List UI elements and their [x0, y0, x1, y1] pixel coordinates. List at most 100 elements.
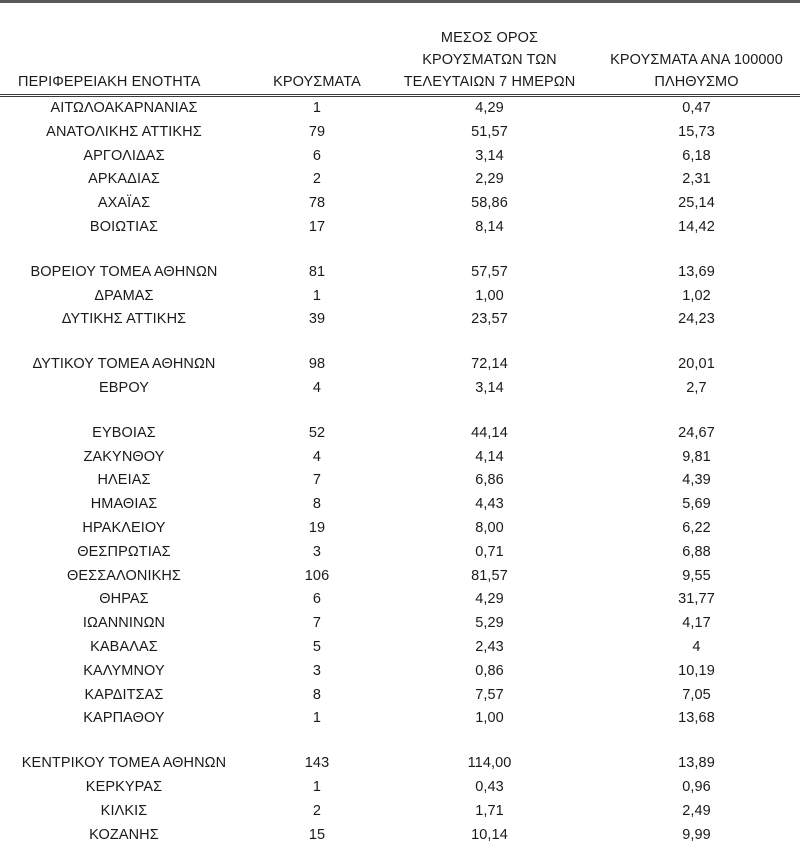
cell-cases: 2 — [248, 168, 386, 192]
cell-cases-per-100000: 20,01 — [593, 353, 800, 377]
cell-seven-day-average: 23,57 — [386, 308, 593, 332]
cell-cases: 1 — [248, 96, 386, 121]
cell-cases: 15 — [248, 824, 386, 847]
cell-cases-per-100000: 7,05 — [593, 684, 800, 708]
cell-regional-unit: ΔΡΑΜΑΣ — [0, 285, 248, 309]
table-spacer-row — [0, 332, 800, 353]
cell-regional-unit: ΚΑΛΥΜΝΟΥ — [0, 660, 248, 684]
cell-cases: 52 — [248, 422, 386, 446]
cell-cases-per-100000: 4 — [593, 636, 800, 660]
cell-cases-per-100000: 0,47 — [593, 96, 800, 121]
column-header-line: ΚΡΟΥΣΜΑΤΑ ΑΝΑ 100000 — [593, 49, 800, 71]
cell-regional-unit: ΗΜΑΘΙΑΣ — [0, 493, 248, 517]
cell-regional-unit: ΚΑΒΑΛΑΣ — [0, 636, 248, 660]
cell-seven-day-average: 2,43 — [386, 636, 593, 660]
cell-seven-day-average: 4,43 — [386, 493, 593, 517]
cell-cases-per-100000: 6,88 — [593, 541, 800, 565]
column-header-line: ΠΛΗΘΥΣΜΟ — [593, 71, 800, 93]
cell-regional-unit: ΕΒΡΟΥ — [0, 377, 248, 401]
cell-cases-per-100000: 10,19 — [593, 660, 800, 684]
cell-seven-day-average: 0,43 — [386, 776, 593, 800]
cell-seven-day-average: 4,14 — [386, 446, 593, 470]
cell-cases-per-100000: 2,7 — [593, 377, 800, 401]
cell-cases: 6 — [248, 588, 386, 612]
cell-cases: 4 — [248, 446, 386, 470]
cell-regional-unit: ΚΑΡΔΙΤΣΑΣ — [0, 684, 248, 708]
cell-cases-per-100000: 9,99 — [593, 824, 800, 847]
cell-cases-per-100000: 13,69 — [593, 261, 800, 285]
cell-seven-day-average: 81,57 — [386, 565, 593, 589]
column-header-line: ΚΡΟΥΣΜΑΤΩΝ ΤΩΝ — [386, 49, 593, 71]
cell-seven-day-average: 10,14 — [386, 824, 593, 847]
header-row: ΠΕΡΙΦΕΡΕΙΑΚΗ ΕΝΟΤΗΤΑ ΚΡΟΥΣΜΑΤΑ ΜΕΣΟΣ ΟΡΟ… — [0, 3, 800, 96]
cell-cases: 8 — [248, 684, 386, 708]
cell-cases-per-100000: 13,89 — [593, 752, 800, 776]
cell-cases: 3 — [248, 660, 386, 684]
cell-regional-unit: ΑΡΓΟΛΙΔΑΣ — [0, 145, 248, 169]
cell-cases-per-100000: 31,77 — [593, 588, 800, 612]
cell-cases-per-100000: 13,68 — [593, 707, 800, 731]
column-header-line: ΜΕΣΟΣ ΟΡΟΣ — [386, 27, 593, 49]
cell-seven-day-average: 58,86 — [386, 192, 593, 216]
cell-cases-per-100000: 25,14 — [593, 192, 800, 216]
cases-by-regional-unit-table: ΠΕΡΙΦΕΡΕΙΑΚΗ ΕΝΟΤΗΤΑ ΚΡΟΥΣΜΑΤΑ ΜΕΣΟΣ ΟΡΟ… — [0, 3, 800, 847]
spacer-cell — [0, 731, 800, 752]
cell-cases: 17 — [248, 216, 386, 240]
cell-cases: 4 — [248, 377, 386, 401]
cell-cases-per-100000: 2,49 — [593, 800, 800, 824]
table-spacer-row — [0, 731, 800, 752]
cell-seven-day-average: 114,00 — [386, 752, 593, 776]
cell-cases-per-100000: 24,67 — [593, 422, 800, 446]
cell-cases-per-100000: 5,69 — [593, 493, 800, 517]
cell-seven-day-average: 8,14 — [386, 216, 593, 240]
cell-cases: 5 — [248, 636, 386, 660]
cell-seven-day-average: 44,14 — [386, 422, 593, 446]
cell-regional-unit: ΑΝΑΤΟΛΙΚΗΣ ΑΤΤΙΚΗΣ — [0, 121, 248, 145]
table-spacer-row — [0, 401, 800, 422]
cell-regional-unit: ΘΗΡΑΣ — [0, 588, 248, 612]
cell-cases-per-100000: 24,23 — [593, 308, 800, 332]
cell-regional-unit: ΙΩΑΝΝΙΝΩΝ — [0, 612, 248, 636]
cell-seven-day-average: 3,14 — [386, 145, 593, 169]
cell-seven-day-average: 5,29 — [386, 612, 593, 636]
column-header-regional-unit: ΠΕΡΙΦΕΡΕΙΑΚΗ ΕΝΟΤΗΤΑ — [0, 3, 248, 96]
cell-cases: 1 — [248, 707, 386, 731]
cell-regional-unit: ΚΕΝΤΡΙΚΟΥ ΤΟΜΕΑ ΑΘΗΝΩΝ — [0, 752, 248, 776]
cell-seven-day-average: 1,00 — [386, 707, 593, 731]
cell-regional-unit: ΑΡΚΑΔΙΑΣ — [0, 168, 248, 192]
cell-seven-day-average: 51,57 — [386, 121, 593, 145]
cell-regional-unit: ΚΟΖΑΝΗΣ — [0, 824, 248, 847]
cell-regional-unit: ΔΥΤΙΚΗΣ ΑΤΤΙΚΗΣ — [0, 308, 248, 332]
cell-regional-unit: ΘΕΣΠΡΩΤΙΑΣ — [0, 541, 248, 565]
cell-seven-day-average: 6,86 — [386, 469, 593, 493]
cell-seven-day-average: 7,57 — [386, 684, 593, 708]
table-spacer-row — [0, 240, 800, 261]
cell-seven-day-average: 57,57 — [386, 261, 593, 285]
cell-cases: 8 — [248, 493, 386, 517]
cell-cases-per-100000: 9,81 — [593, 446, 800, 470]
spacer-cell — [0, 240, 800, 261]
cell-seven-day-average: 8,00 — [386, 517, 593, 541]
cell-regional-unit: ΒΟΙΩΤΙΑΣ — [0, 216, 248, 240]
cell-regional-unit: ΖΑΚΥΝΘΟΥ — [0, 446, 248, 470]
cell-regional-unit: ΔΥΤΙΚΟΥ ΤΟΜΕΑ ΑΘΗΝΩΝ — [0, 353, 248, 377]
cell-regional-unit: ΚΑΡΠΑΘΟΥ — [0, 707, 248, 731]
cell-regional-unit: ΕΥΒΟΙΑΣ — [0, 422, 248, 446]
column-header-line: ΤΕΛΕΥΤΑΙΩΝ 7 ΗΜΕΡΩΝ — [386, 71, 593, 93]
